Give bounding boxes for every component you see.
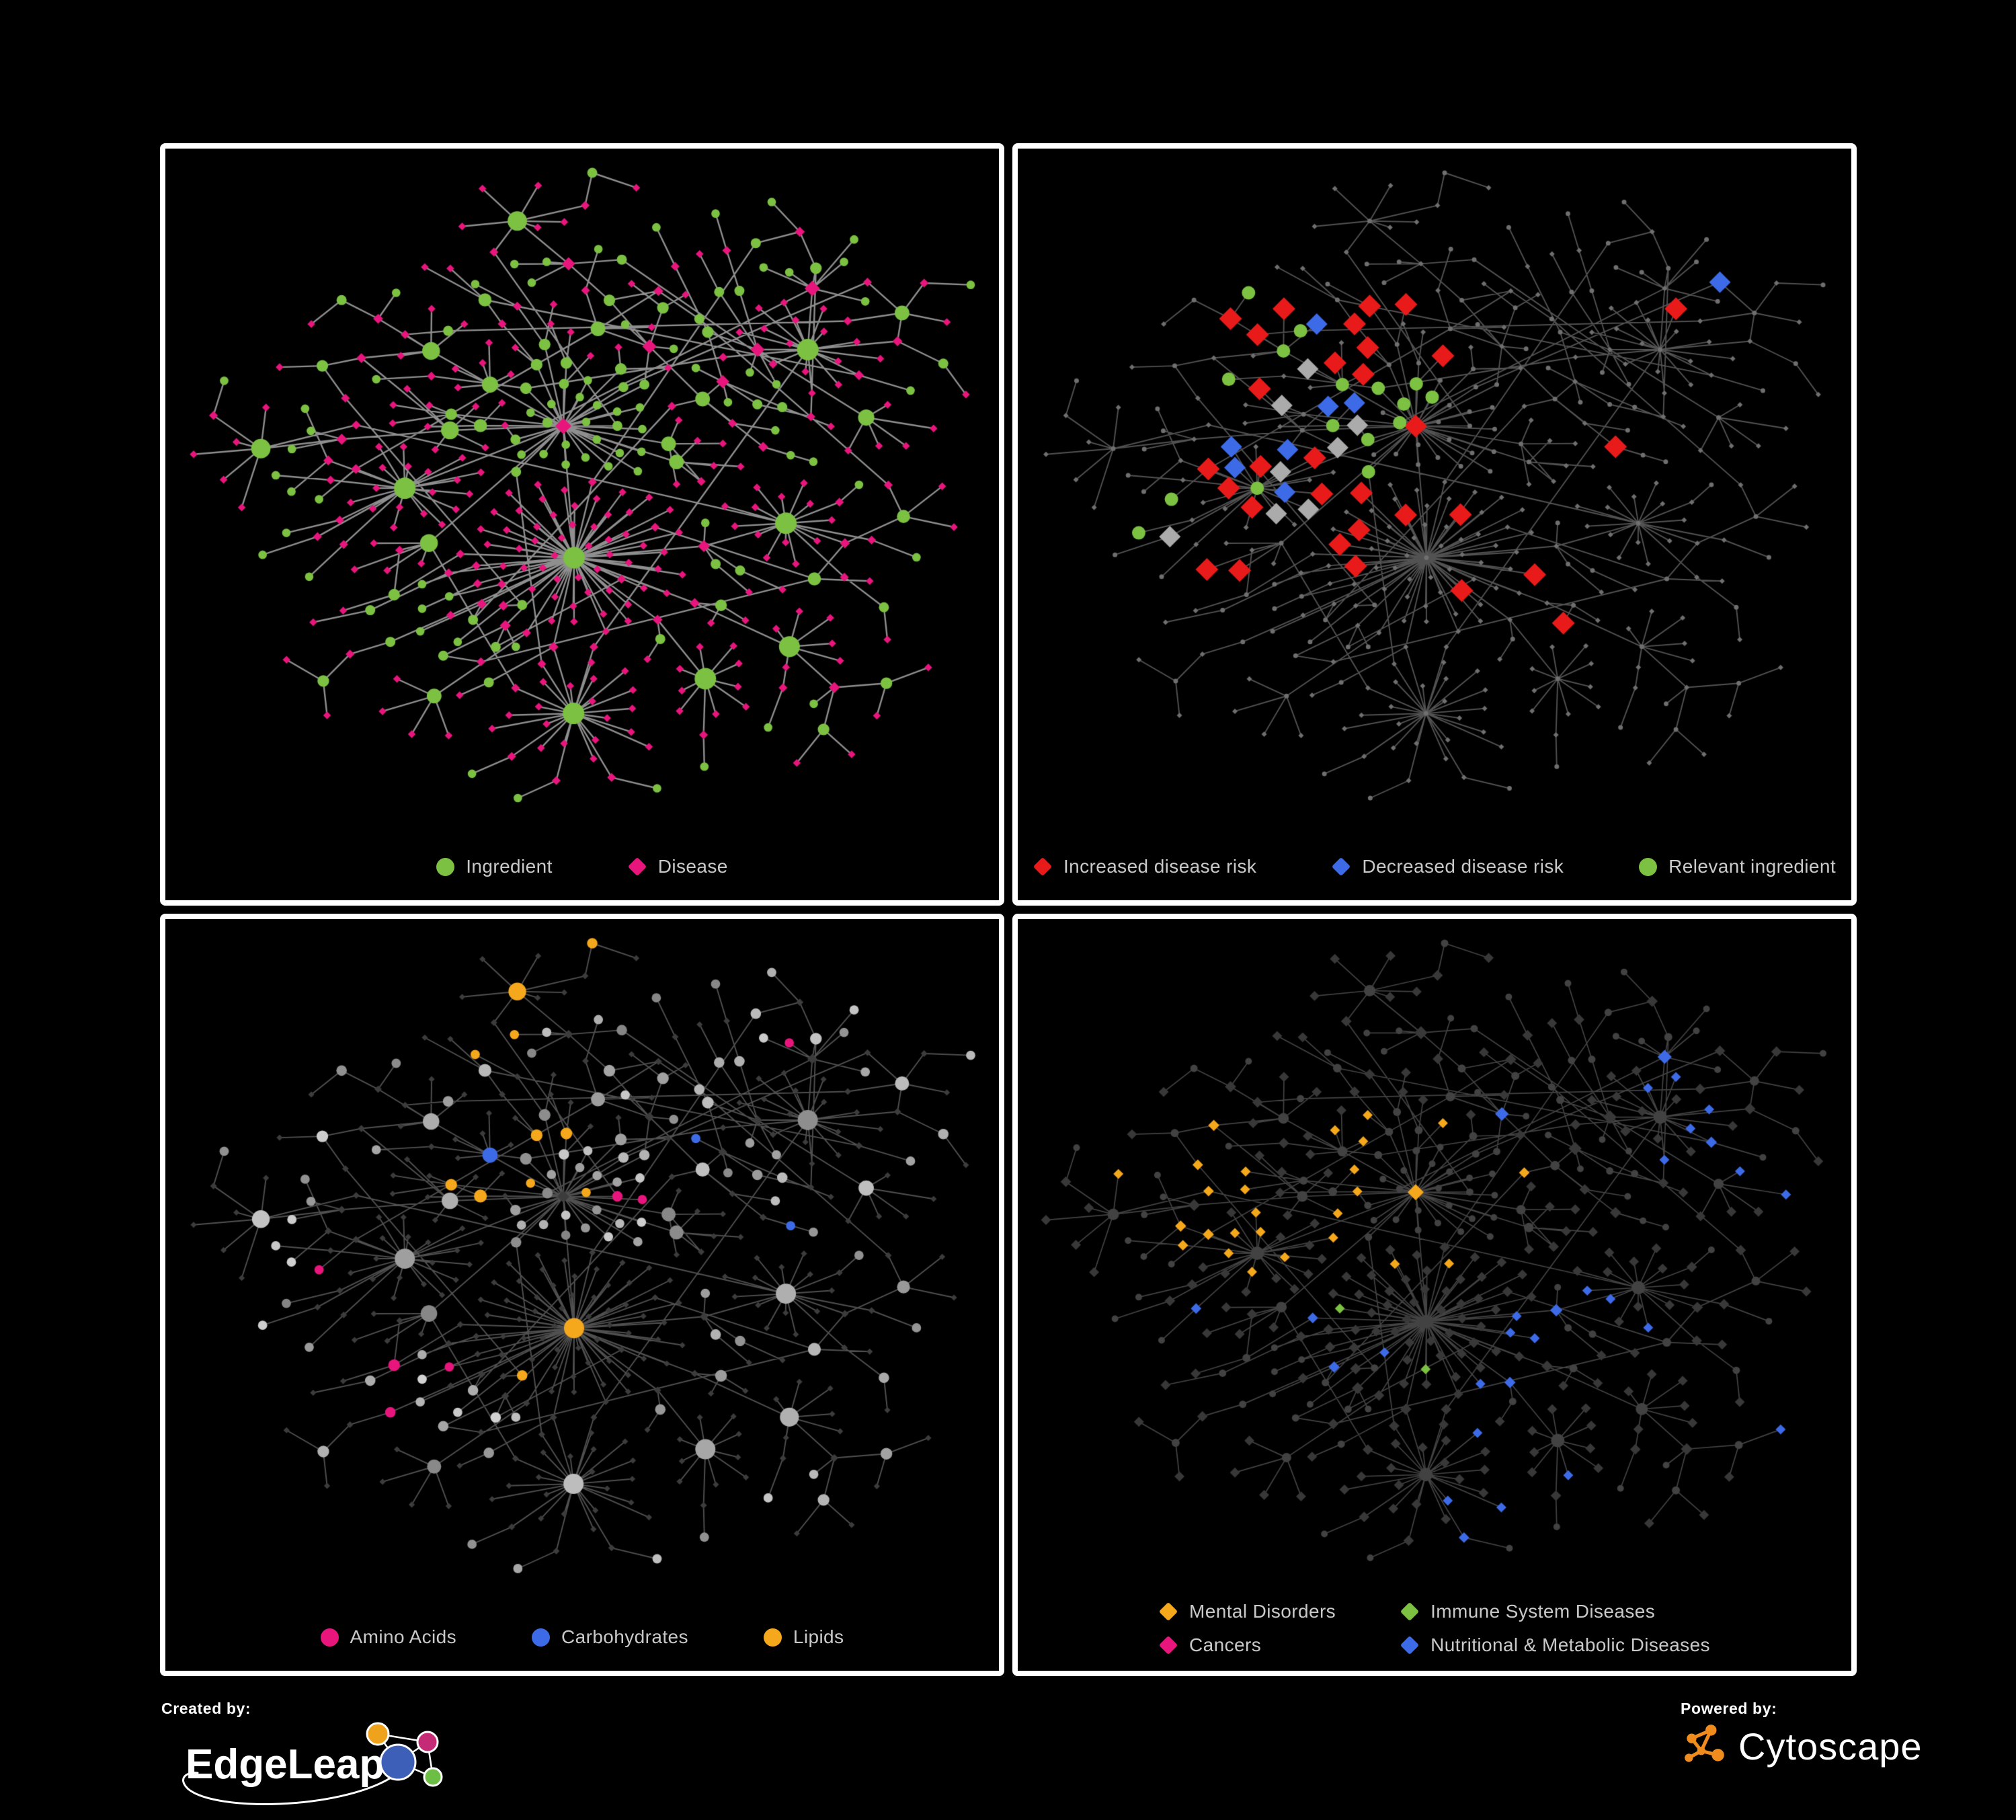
legend-item: Carbohydrates xyxy=(532,1626,688,1648)
legend-item: Disease xyxy=(627,856,728,877)
edgeleap-node-green xyxy=(423,1767,443,1787)
legend-item: Nutritional & Metabolic Diseases xyxy=(1400,1634,1710,1656)
network-canvas-disease-risk xyxy=(1018,149,1851,900)
edgeleap-logo: EdgeLeap xyxy=(182,1722,443,1805)
legend-marker-circle-icon xyxy=(763,1628,782,1647)
legend-label: Increased disease risk xyxy=(1063,856,1257,877)
legend-marker-diamond-icon xyxy=(627,857,647,877)
edgeleap-wordmark: EdgeLeap xyxy=(186,1741,385,1788)
powered-by-label: Powered by: xyxy=(1681,1700,1777,1717)
panel-chemical-classes: Amino Acids Carbohydrates Lipids xyxy=(160,914,1004,1676)
legend-label: Nutritional & Metabolic Diseases xyxy=(1430,1634,1710,1655)
legend-marker-diamond-icon xyxy=(1400,1601,1420,1622)
legend-label: Carbohydrates xyxy=(561,1626,688,1647)
legend-item: Lipids xyxy=(763,1626,844,1648)
legend-label: Decreased disease risk xyxy=(1362,856,1564,877)
network-canvas-chemical-classes xyxy=(165,919,999,1671)
legend-ingredient-disease: Ingredient Disease xyxy=(165,856,999,877)
legend-marker-circle-icon xyxy=(1639,857,1658,876)
edgeleap-swoosh xyxy=(182,1772,391,1805)
legend-label: Mental Disorders xyxy=(1189,1601,1336,1622)
legend-item: Increased disease risk xyxy=(1033,856,1256,877)
edgeleap-node-magenta xyxy=(416,1731,439,1753)
cytoscape-wordmark: Cytoscape xyxy=(1738,1725,1923,1768)
edgeleap-credit: Created by: EdgeLeap xyxy=(161,1700,464,1810)
legend-marker-circle-icon xyxy=(320,1628,339,1647)
panel-ingredient-disease: Ingredient Disease xyxy=(160,143,1004,906)
legend-marker-diamond-icon xyxy=(1332,857,1351,877)
legend-marker-diamond-icon xyxy=(1033,857,1053,877)
legend-disease-risk: Increased disease risk Decreased disease … xyxy=(1018,856,1851,877)
legend-marker-circle-icon xyxy=(436,857,455,876)
legend-marker-circle-icon xyxy=(532,1628,551,1647)
edgeleap-node-blue xyxy=(379,1743,417,1781)
legend-item: Amino Acids xyxy=(320,1626,457,1648)
legend-item: Relevant ingredient xyxy=(1639,856,1836,877)
legend-marker-diamond-icon xyxy=(1400,1635,1420,1655)
legend-item: Ingredient xyxy=(436,856,553,877)
legend-marker-diamond-icon xyxy=(1158,1601,1178,1622)
legend-item: Mental Disorders xyxy=(1158,1601,1336,1622)
legend-label: Immune System Diseases xyxy=(1430,1601,1656,1622)
panel-disease-risk: Increased disease risk Decreased disease … xyxy=(1012,143,1857,906)
legend-label: Lipids xyxy=(793,1626,844,1647)
legend-item: Immune System Diseases xyxy=(1400,1601,1655,1622)
cytoscape-credit: Powered by: Cytoscape xyxy=(1681,1700,1923,1770)
legend-item: Cancers xyxy=(1158,1634,1262,1656)
edgeleap-node-orange xyxy=(366,1722,390,1746)
cytoscape-logo-icon xyxy=(1685,1725,1724,1762)
legend-label: Cancers xyxy=(1189,1634,1262,1655)
created-by-label: Created by: xyxy=(161,1700,251,1717)
panel-disease-categories: Mental Disorders Immune System Diseases Ca… xyxy=(1012,914,1857,1676)
legend-item: Decreased disease risk xyxy=(1332,856,1564,877)
legend-label: Amino Acids xyxy=(350,1626,457,1647)
legend-label: Disease xyxy=(657,856,728,877)
network-canvas-disease-categories xyxy=(1018,919,1851,1671)
legend-chemical-classes: Amino Acids Carbohydrates Lipids xyxy=(165,1626,999,1648)
network-canvas-ingredient-disease xyxy=(165,149,999,900)
legend-marker-diamond-icon xyxy=(1158,1635,1178,1655)
legend-disease-categories: Mental Disorders Immune System Diseases Ca… xyxy=(1018,1601,1851,1656)
legend-label: Relevant ingredient xyxy=(1668,856,1837,877)
legend-label: Ingredient xyxy=(466,856,553,877)
